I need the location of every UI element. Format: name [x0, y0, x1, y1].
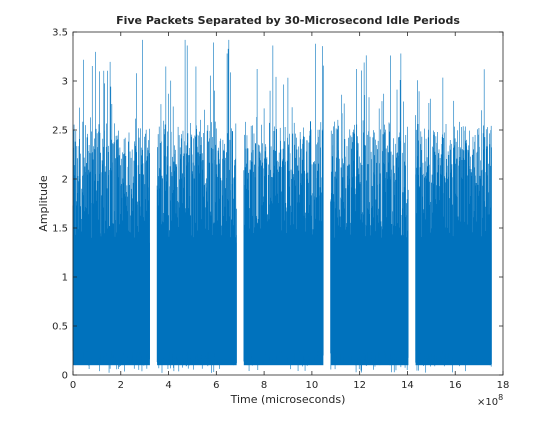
packet-4-signal	[330, 53, 409, 373]
x-tick-label: 14	[401, 380, 414, 391]
x-tick-label: 16	[449, 380, 462, 391]
x-exponent-power: 8	[498, 393, 503, 402]
axes-box	[72, 31, 504, 376]
x-tick-label: 12	[353, 380, 366, 391]
y-tick-label: 0.5	[52, 322, 68, 333]
x-exponent-prefix: ×10	[477, 397, 498, 408]
chart-title: Five Packets Separated by 30-Microsecond…	[116, 14, 460, 27]
packet-2-signal	[156, 39, 237, 373]
y-ticks: 0 0.5 1 1.5 2 2.5 3 3.5	[52, 28, 503, 382]
y-tick-label: 3.5	[52, 28, 68, 39]
x-exponent: ×108	[477, 393, 503, 408]
y-tick-label: 3	[62, 77, 68, 88]
x-tick-label: 10	[306, 380, 319, 391]
x-tick-label: 2	[118, 380, 124, 391]
x-tick-label: 8	[261, 380, 267, 391]
packet-5-signal	[415, 69, 492, 373]
x-ticks: 0 2 4 6 8 10 12 14 16 18	[70, 32, 510, 391]
y-tick-label: 2.5	[52, 126, 68, 137]
packet-3-signal	[243, 43, 324, 372]
y-tick-label: 2	[62, 175, 68, 186]
y-tick-label: 0	[62, 371, 68, 382]
x-tick-label: 0	[70, 380, 76, 391]
data-layer	[72, 39, 492, 373]
x-tick-label: 6	[213, 380, 219, 391]
y-tick-label: 1.5	[52, 224, 68, 235]
y-axis-label: Amplitude	[37, 175, 50, 232]
y-tick-label: 1	[62, 273, 68, 284]
x-tick-label: 18	[497, 380, 510, 391]
x-axis-label: Time (microseconds)	[230, 393, 346, 406]
x-tick-label: 4	[165, 380, 171, 391]
